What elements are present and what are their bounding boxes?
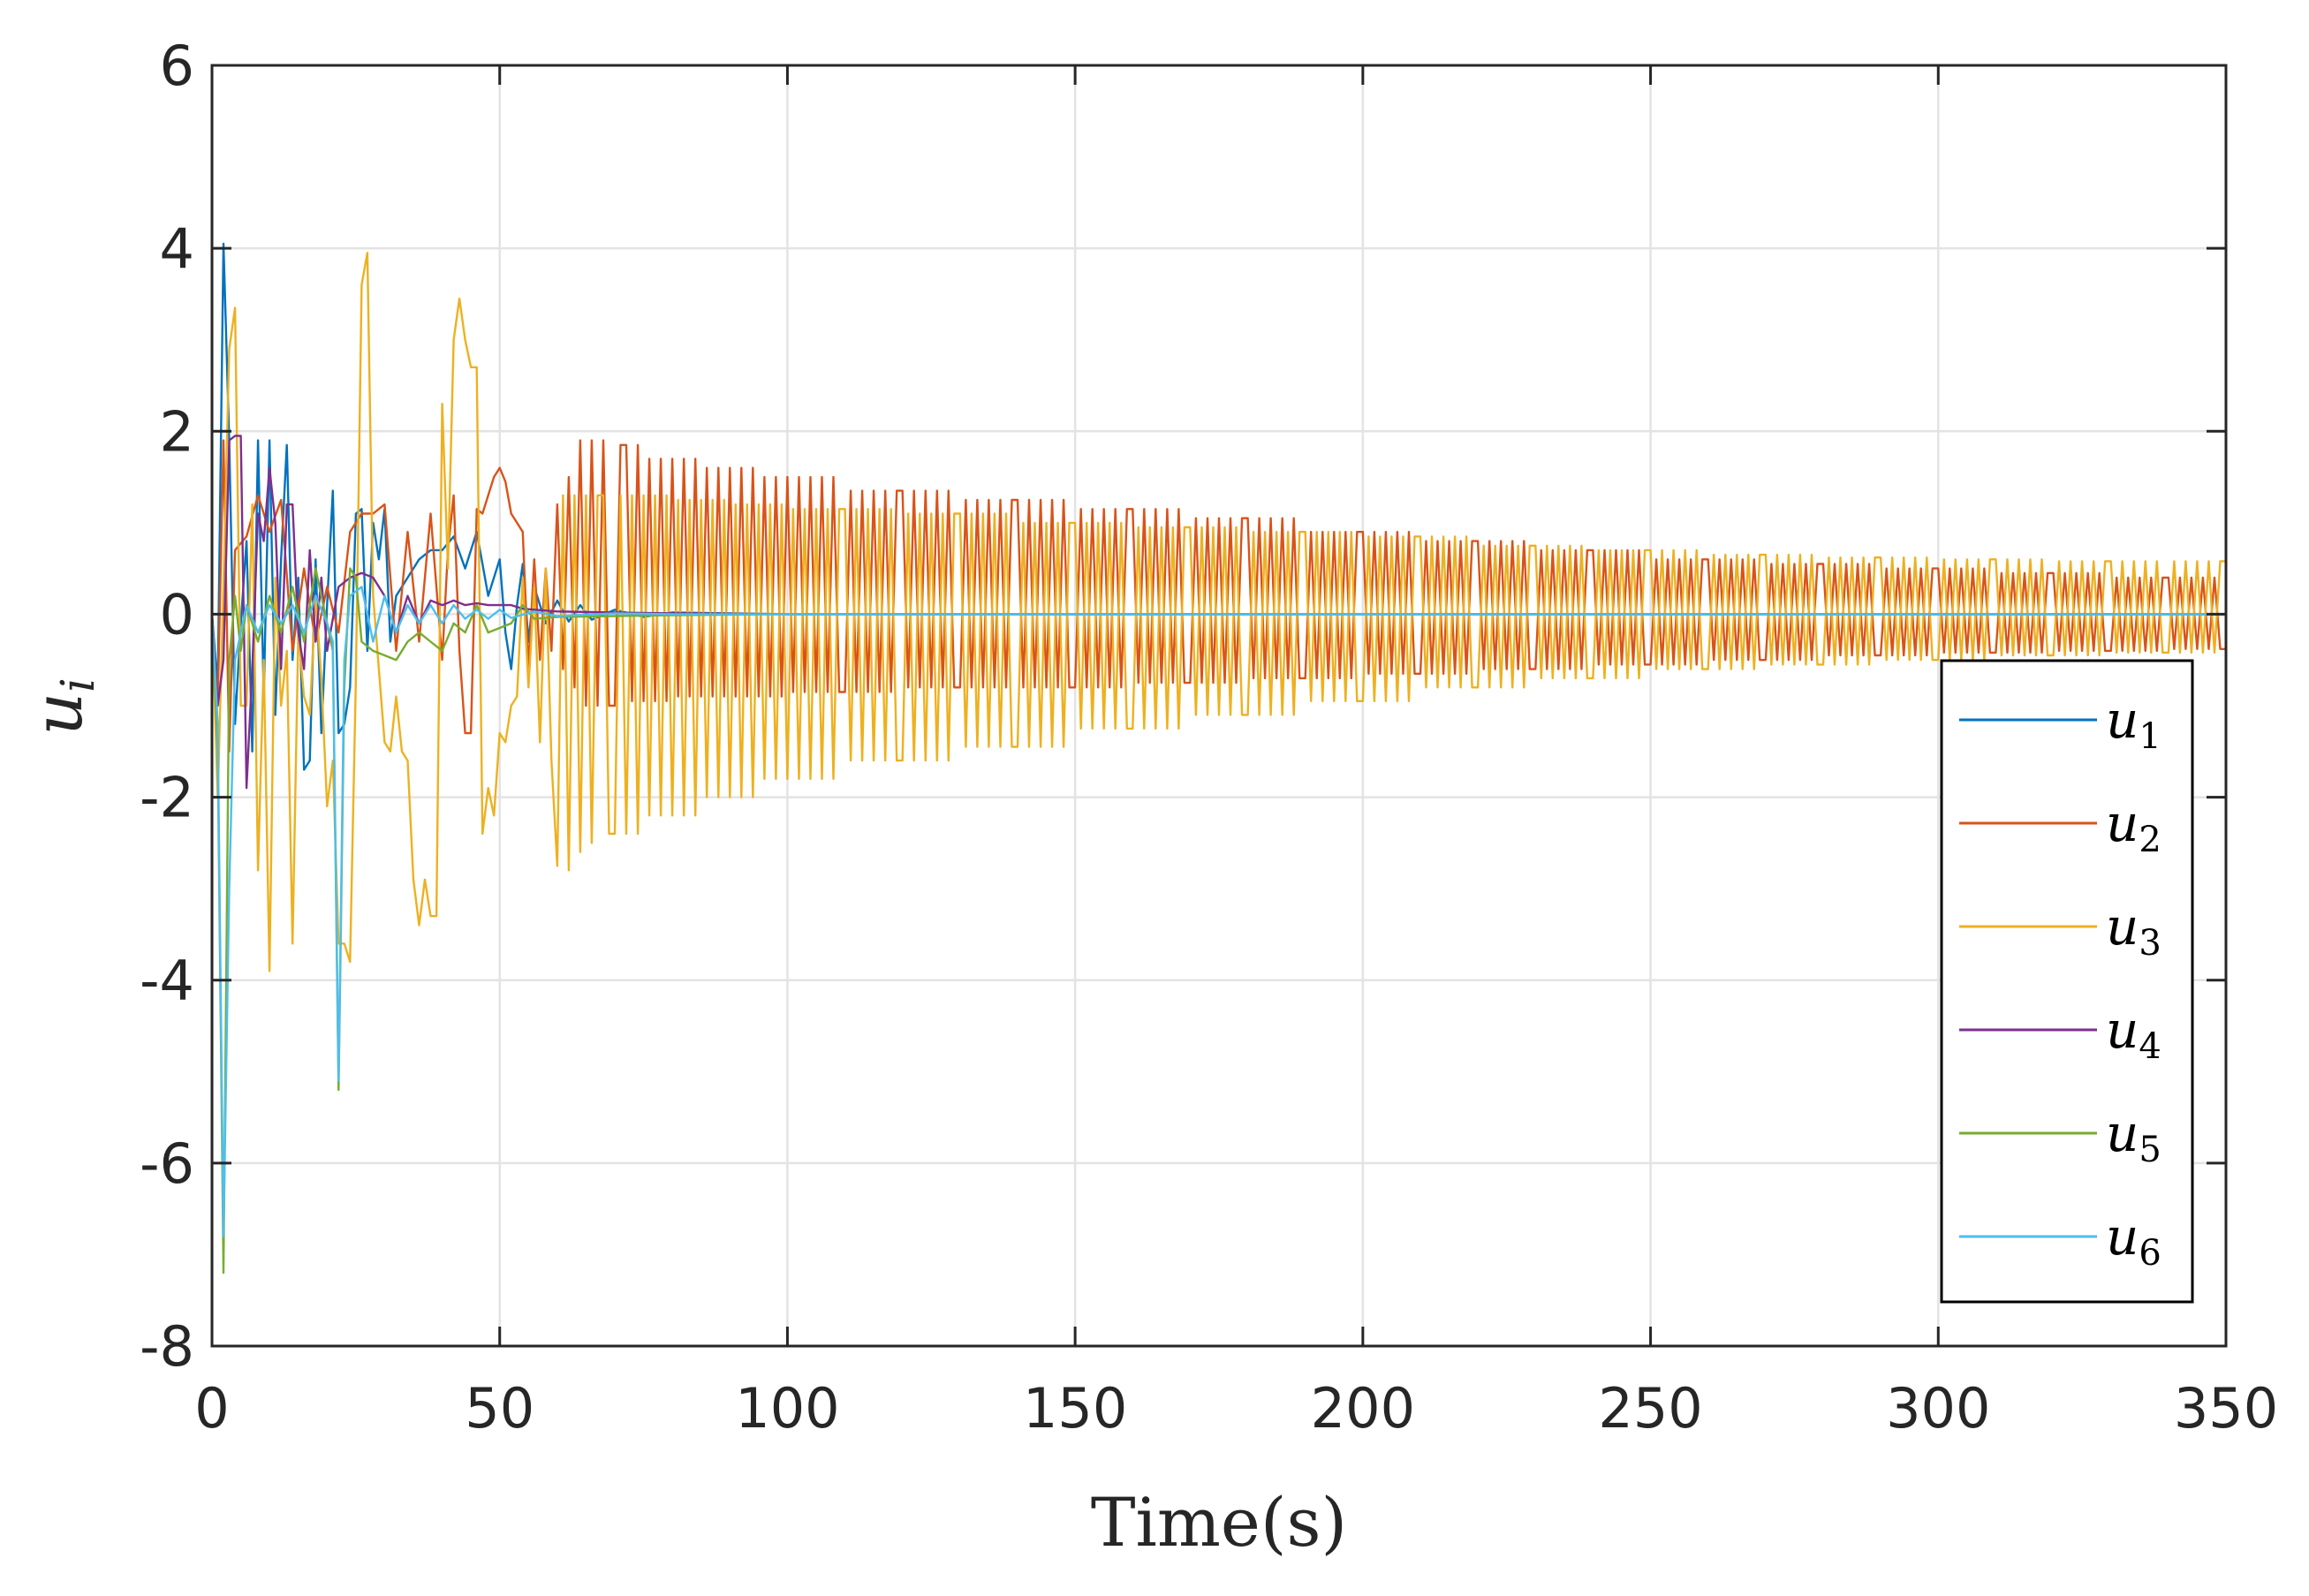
legend-label-u3: u3	[2106, 896, 2161, 964]
y-tick-label: 4	[160, 216, 194, 281]
y-tick-label: 2	[160, 399, 194, 464]
x-tick-label: 350	[2174, 1376, 2278, 1441]
y-axis-label-main: u	[19, 692, 97, 736]
plot-frame	[210, 64, 2228, 1348]
legend-box	[1940, 659, 2194, 1304]
legend-label-u6: u6	[2106, 1206, 2161, 1274]
x-tick-labels: 0 50 100 150 200 250 300 350	[194, 1376, 2278, 1441]
y-tick-label: 0	[160, 582, 194, 647]
y-axis-label: ui	[19, 677, 105, 736]
x-tick-label: 200	[1311, 1376, 1415, 1441]
series-layer	[212, 242, 2226, 1275]
y-axis-label-subscript: i	[52, 677, 105, 692]
legend: u1 u2 u3 u4 u5 u6	[1940, 659, 2194, 1304]
x-tick-label: 150	[1023, 1376, 1127, 1441]
x-tick-label: 250	[1598, 1376, 1702, 1441]
series-line-u4	[212, 435, 2226, 790]
y-tick-labels: -8 -6 -4 -2 0 2 4 6	[140, 34, 194, 1379]
legend-label-u5: u5	[2106, 1103, 2161, 1170]
series-line-u6	[212, 586, 2226, 1237]
x-axis-label: Time(s)	[1091, 1483, 1347, 1562]
legend-label-u1: u1	[2106, 690, 2161, 757]
legend-label-u4: u4	[2106, 1000, 2161, 1067]
y-tick-label: -8	[140, 1314, 194, 1379]
y-tick-label: -6	[140, 1131, 194, 1196]
x-tick-label: 0	[194, 1376, 229, 1441]
x-tick-label: 100	[735, 1376, 839, 1441]
legend-label-u2: u2	[2106, 793, 2161, 860]
x-tick-label: 50	[465, 1376, 534, 1441]
series-line-u5	[212, 567, 2226, 1275]
tick-marks	[210, 64, 2228, 1348]
y-tick-label: -4	[140, 949, 194, 1013]
series-line-u3	[212, 252, 2226, 972]
x-tick-label: 300	[1886, 1376, 1990, 1441]
y-tick-label: 6	[160, 34, 194, 98]
y-tick-label: -2	[140, 766, 194, 830]
